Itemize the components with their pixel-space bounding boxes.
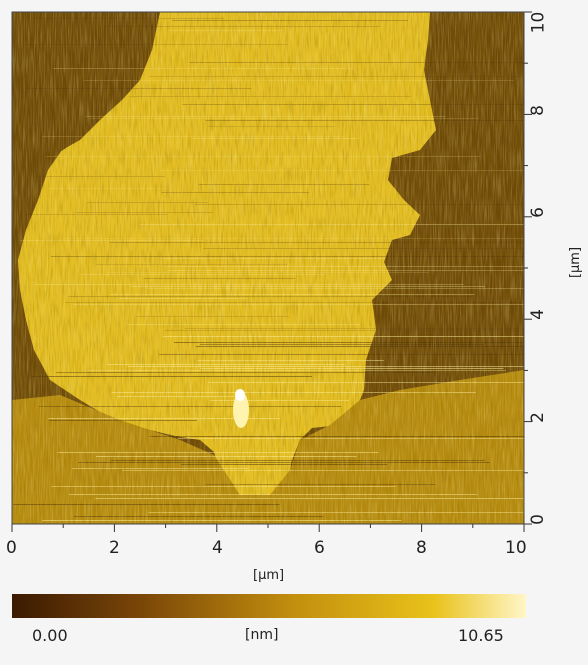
y-tick-label: 8 — [527, 105, 548, 116]
x-tick-label: 0 — [6, 538, 17, 558]
colorbar — [12, 594, 526, 618]
x-tick-label: 10 — [505, 538, 527, 558]
height-map — [12, 12, 524, 524]
x-axis-label: [µm] — [253, 568, 285, 583]
bright-particle-core — [235, 389, 245, 401]
bright-particle — [233, 392, 249, 428]
y-tick-label: 6 — [527, 207, 548, 218]
y-tick-label: 4 — [527, 309, 548, 320]
x-axis-ticks — [11, 524, 525, 532]
x-tick-label: 6 — [314, 538, 325, 558]
colorbar-max-label: 10.65 — [458, 626, 504, 645]
x-tick-label: 4 — [212, 538, 223, 558]
y-tick-label: 2 — [527, 412, 548, 423]
y-axis-label: [µm] — [568, 246, 584, 279]
x-tick-label: 2 — [109, 538, 120, 558]
colorbar-min-label: 0.00 — [32, 626, 68, 645]
colorbar-unit-label: [nm] — [245, 627, 279, 643]
y-tick-label: 10 — [528, 11, 549, 34]
x-tick-label: 8 — [416, 538, 427, 558]
y-axis-ticks — [524, 11, 532, 525]
y-tick-label: 0 — [527, 514, 548, 525]
